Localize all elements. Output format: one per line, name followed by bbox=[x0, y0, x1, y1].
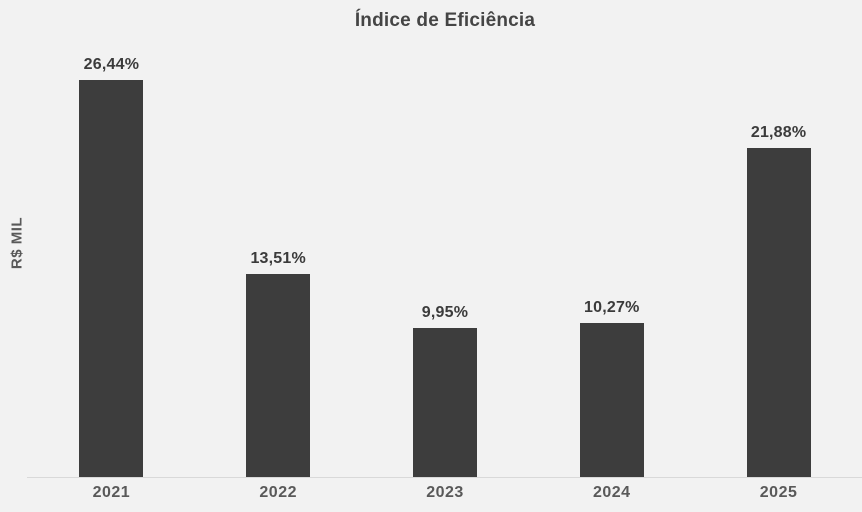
x-axis-label-2025: 2025 bbox=[759, 484, 798, 501]
bar-value-label: 9,95% bbox=[421, 304, 469, 321]
plot-area: 26,44% 13,51% 9,95% 10,27% 21,88% bbox=[28, 40, 862, 477]
bar-column-2025: 21,88% bbox=[695, 40, 862, 477]
bar-2022 bbox=[246, 274, 311, 477]
x-axis-line bbox=[27, 477, 862, 478]
bar-2025 bbox=[746, 148, 811, 477]
bar-column-2022: 13,51% bbox=[195, 40, 362, 477]
bar-2023 bbox=[412, 328, 477, 477]
bar-value-label: 26,44% bbox=[83, 56, 140, 73]
bar-2024 bbox=[579, 323, 644, 477]
x-axis-label-2022: 2022 bbox=[259, 484, 297, 501]
bar-column-2024: 10,27% bbox=[528, 40, 695, 477]
chart-title: Índice de Eficiência bbox=[354, 10, 536, 31]
x-axis-label-2021: 2021 bbox=[92, 484, 131, 501]
y-axis-label: R$ MIL bbox=[8, 216, 26, 270]
bar-column-2023: 9,95% bbox=[362, 40, 529, 477]
bar-column-2021: 26,44% bbox=[28, 40, 195, 477]
bar-value-label: 10,27% bbox=[584, 299, 640, 316]
bar-value-label: 13,51% bbox=[250, 250, 306, 267]
x-axis-label-2023: 2023 bbox=[426, 484, 464, 501]
x-axis-label-2024: 2024 bbox=[592, 484, 631, 501]
bar-value-label: 21,88% bbox=[750, 124, 807, 141]
bar-2021 bbox=[79, 80, 144, 477]
x-axis-labels: 2021 2022 2023 2024 2025 bbox=[28, 484, 862, 502]
